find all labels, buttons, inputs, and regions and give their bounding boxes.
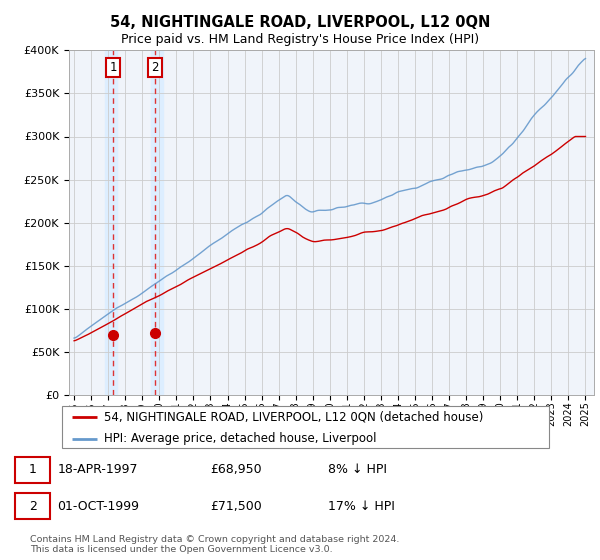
Text: 1: 1 [109, 60, 117, 74]
Text: 54, NIGHTINGALE ROAD, LIVERPOOL, L12 0QN (detached house): 54, NIGHTINGALE ROAD, LIVERPOOL, L12 0QN… [104, 410, 484, 423]
Text: HPI: Average price, detached house, Liverpool: HPI: Average price, detached house, Live… [104, 432, 377, 445]
Bar [105, 50, 117, 395]
Text: £68,950: £68,950 [210, 463, 262, 476]
Text: Contains HM Land Registry data © Crown copyright and database right 2024.
This d: Contains HM Land Registry data © Crown c… [30, 535, 400, 554]
Text: 2: 2 [151, 60, 159, 74]
Text: 17% ↓ HPI: 17% ↓ HPI [328, 500, 395, 512]
Text: 1: 1 [29, 463, 37, 476]
FancyBboxPatch shape [62, 405, 548, 449]
Text: 54, NIGHTINGALE ROAD, LIVERPOOL, L12 0QN: 54, NIGHTINGALE ROAD, LIVERPOOL, L12 0QN [110, 15, 490, 30]
FancyBboxPatch shape [15, 457, 50, 483]
Text: 8% ↓ HPI: 8% ↓ HPI [328, 463, 387, 476]
Text: 18-APR-1997: 18-APR-1997 [58, 463, 138, 476]
Text: 2: 2 [29, 500, 37, 512]
Text: 01-OCT-1999: 01-OCT-1999 [58, 500, 139, 512]
Bar [151, 50, 163, 395]
FancyBboxPatch shape [15, 493, 50, 519]
Text: £71,500: £71,500 [210, 500, 262, 512]
Text: Price paid vs. HM Land Registry's House Price Index (HPI): Price paid vs. HM Land Registry's House … [121, 32, 479, 46]
